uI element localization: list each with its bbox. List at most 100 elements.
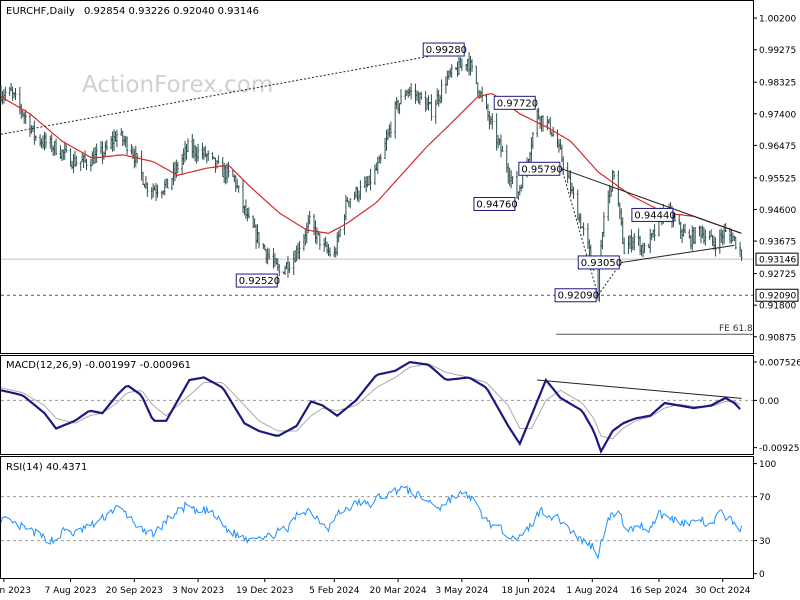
xtick-label: 3 Nov 2023 <box>172 586 224 596</box>
candle <box>511 176 514 185</box>
candle <box>566 162 569 184</box>
macd-ytick-label: -0.009252 <box>759 444 800 454</box>
trendline <box>621 244 735 263</box>
candle <box>227 161 230 178</box>
candle <box>699 226 702 244</box>
candle <box>618 202 621 220</box>
candle <box>456 61 459 77</box>
candle <box>105 139 108 151</box>
level-label-box <box>554 288 597 303</box>
candle <box>44 132 47 149</box>
level-label-text: 0.94760 <box>476 199 517 210</box>
candle <box>323 238 326 252</box>
candle <box>640 244 643 256</box>
support-level-tag-box <box>755 288 799 302</box>
candle <box>713 235 716 250</box>
candle <box>221 156 224 177</box>
candle <box>197 144 200 162</box>
candle <box>42 135 45 149</box>
candle <box>410 83 413 100</box>
level-label-box <box>422 42 465 57</box>
candle <box>278 263 281 277</box>
level-label: 0.94440 <box>631 207 676 222</box>
candle <box>18 86 21 115</box>
candle <box>69 148 72 167</box>
candle <box>388 124 391 138</box>
level-label-text: 0.95790 <box>521 164 562 175</box>
candle <box>479 90 482 99</box>
macd-trendline <box>537 379 742 399</box>
candle <box>497 135 500 149</box>
candle <box>133 148 136 169</box>
level-label-box <box>493 95 536 110</box>
candle <box>515 170 518 199</box>
candle <box>201 142 204 160</box>
candle <box>95 143 98 163</box>
candle <box>101 141 104 164</box>
candle <box>276 258 279 271</box>
candle <box>194 144 197 162</box>
candle <box>166 178 169 189</box>
candle <box>499 134 502 158</box>
level-label-box <box>518 161 561 176</box>
candle <box>426 97 429 110</box>
candle <box>582 222 585 236</box>
candle <box>349 198 352 209</box>
macd-signal-line <box>0 363 741 440</box>
candle <box>94 146 97 164</box>
watermark-text: ActionForex.com <box>82 72 273 98</box>
candle <box>366 176 369 188</box>
candle <box>313 213 316 236</box>
candle <box>79 161 82 172</box>
price-ytick-label: 0.95525 <box>759 174 796 184</box>
level-label: 0.92090 <box>554 288 599 303</box>
price-panel-header: EURCHF,Daily 0.92854 0.93226 0.92040 0.9… <box>6 6 259 17</box>
candle <box>304 228 307 246</box>
candle <box>692 227 695 244</box>
macd-ytick-label: 0.00 <box>759 397 779 407</box>
candle <box>60 149 63 162</box>
candle <box>569 170 572 196</box>
candle <box>268 248 271 260</box>
candle <box>53 141 56 156</box>
price-ytick-label: 0.91800 <box>759 302 796 312</box>
candle <box>414 83 417 104</box>
candle <box>579 213 582 230</box>
candle <box>182 148 185 165</box>
xtick-label: 16 Sep 2024 <box>630 586 687 596</box>
candle <box>146 182 149 197</box>
candle <box>130 144 133 155</box>
candle <box>376 156 379 175</box>
candle <box>365 176 368 193</box>
level-label-text: 0.93050 <box>581 258 622 269</box>
macd-ytick-label: 0.007526 <box>759 358 800 368</box>
rsi-ytick-label: 0 <box>759 570 765 580</box>
price-ytick-label: 0.93675 <box>759 238 796 248</box>
candle <box>613 171 616 180</box>
candle <box>211 152 214 160</box>
price-ytick-label: 0.94600 <box>759 206 796 216</box>
candle <box>478 90 481 99</box>
candle <box>265 248 268 264</box>
candle <box>495 113 498 151</box>
candle <box>49 135 52 149</box>
candle <box>711 235 714 247</box>
candle <box>491 113 494 130</box>
level-label: 0.93050 <box>577 255 622 270</box>
candle <box>440 79 443 103</box>
candle <box>507 163 510 184</box>
xtick-label: 5 Feb 2024 <box>309 586 360 596</box>
candle <box>369 168 372 191</box>
xtick-label: 7 Aug 2023 <box>45 586 97 596</box>
macd-panel-frame <box>0 355 754 455</box>
candle <box>85 158 88 171</box>
candle <box>214 157 217 173</box>
candle <box>470 59 473 72</box>
candle <box>539 116 542 129</box>
candle <box>237 185 240 193</box>
rsi-panel-frame <box>0 456 754 579</box>
candle <box>110 136 113 150</box>
candle <box>368 175 371 186</box>
candle <box>439 95 442 104</box>
current-price-tag-text: 0.93146 <box>759 256 796 266</box>
